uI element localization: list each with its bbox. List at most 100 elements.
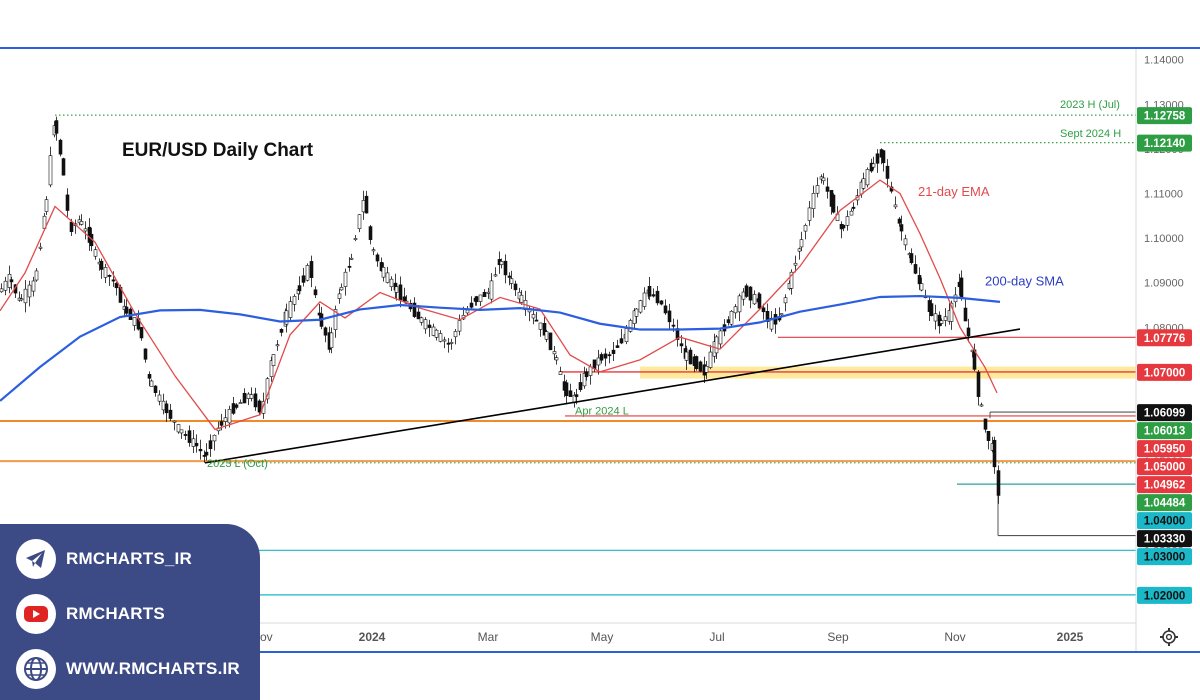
price-label-bg	[1137, 404, 1192, 422]
candle-body	[23, 288, 28, 304]
telegram-row[interactable]: RMCHARTS_IR	[16, 539, 192, 579]
candle-body	[416, 311, 421, 320]
candle-body	[176, 424, 181, 433]
candle-body	[893, 204, 898, 208]
candle-body	[588, 366, 593, 376]
price-label-bg	[1137, 363, 1192, 381]
candle-body	[714, 336, 719, 354]
candle-body	[132, 317, 137, 326]
candle-body	[83, 228, 88, 232]
candle-body	[375, 254, 380, 262]
watermark-panel: RMCHARTS_IR RMCHARTS WWW.RMCHARTS.IR	[0, 524, 260, 700]
candle-body	[27, 284, 32, 298]
candle-body	[478, 294, 483, 302]
candle-body	[651, 294, 656, 297]
candle-body	[903, 238, 908, 246]
candle-body	[261, 401, 266, 414]
candle-body	[493, 274, 498, 277]
candle-body	[507, 275, 512, 278]
candle-body	[684, 351, 689, 361]
candle-body	[733, 306, 738, 314]
x-tick-label: May	[591, 630, 614, 644]
candle-body	[333, 309, 338, 330]
candle-body	[807, 207, 812, 221]
price-label: 1.04962	[1137, 476, 1192, 494]
candle-body	[939, 320, 944, 324]
x-tick-label: Sep	[827, 630, 849, 644]
website-row[interactable]: WWW.RMCHARTS.IR	[16, 649, 240, 689]
candle-body	[465, 309, 470, 314]
gear-icon[interactable]	[1158, 626, 1180, 648]
candle-body	[147, 374, 152, 379]
candle-body	[548, 332, 553, 351]
candle-body	[913, 264, 918, 274]
price-label-text: 1.05950	[1144, 444, 1186, 456]
candle-body	[149, 380, 154, 387]
candle-body	[65, 194, 70, 211]
candle-body	[564, 382, 569, 397]
candle-body	[194, 442, 199, 447]
candle-body	[624, 328, 629, 343]
candle-body	[54, 120, 59, 134]
x-tick-label: 2025	[1057, 630, 1084, 644]
price-label-bg	[1137, 476, 1192, 494]
price-label: 1.12758	[1137, 107, 1192, 125]
candle-body	[253, 393, 258, 408]
candle-body	[909, 253, 914, 264]
candle-body	[161, 400, 166, 411]
price-label-bg	[1137, 494, 1192, 512]
candle-body	[431, 326, 436, 336]
y-tick-label: 1.11000	[1144, 189, 1183, 201]
candle-body	[793, 262, 798, 266]
price-label-text: 1.04000	[1144, 516, 1186, 528]
price-label: 1.03330	[1137, 530, 1192, 548]
price-label-bg	[1137, 329, 1192, 347]
candle-body	[34, 270, 39, 281]
price-label-bg	[1137, 440, 1192, 458]
candle-body	[619, 338, 624, 344]
candle-body	[93, 249, 98, 257]
candle-body	[538, 322, 543, 330]
price-label: 1.05950	[1137, 440, 1192, 458]
candle-body	[748, 286, 753, 301]
candle-body	[871, 163, 876, 168]
candle-body	[482, 291, 487, 298]
price-label: 1.04000	[1137, 512, 1192, 530]
price-label-text: 1.06099	[1144, 408, 1186, 420]
candle-body	[489, 280, 494, 300]
candle-body	[343, 271, 348, 287]
candle-body	[718, 330, 723, 345]
price-label-bg	[1137, 530, 1192, 548]
price-label-bg	[1137, 458, 1192, 476]
price-label: 1.07776	[1137, 329, 1192, 347]
candle-body	[412, 302, 417, 317]
candle-body	[323, 327, 328, 336]
candle-body	[347, 265, 352, 268]
candle-body	[9, 279, 14, 283]
youtube-row[interactable]: RMCHARTS	[16, 594, 165, 634]
price-label: 1.06099	[1137, 404, 1192, 422]
candle-body	[279, 328, 284, 333]
candle-body	[761, 307, 766, 313]
candle-body	[568, 390, 573, 397]
candle-body	[578, 382, 583, 390]
candle-body	[423, 319, 428, 330]
candle-body	[394, 286, 399, 293]
candle-body	[509, 278, 514, 284]
candle-body	[592, 359, 597, 369]
candle-body	[208, 440, 213, 450]
chart-frame	[0, 47, 1200, 653]
candle-body	[183, 434, 188, 436]
candle-body	[99, 260, 104, 270]
annotation-label: Apr 2024 L	[575, 405, 629, 417]
candle-body	[534, 319, 539, 322]
candle-body	[671, 324, 676, 327]
candle-body	[368, 226, 373, 240]
candle-body	[364, 195, 369, 214]
candle-body	[513, 283, 518, 291]
annotation-label: 2023 L (Oct)	[207, 458, 268, 470]
website-url: WWW.RMCHARTS.IR	[66, 659, 240, 678]
price-label-text: 1.02000	[1144, 590, 1186, 602]
candle-body	[337, 293, 342, 299]
